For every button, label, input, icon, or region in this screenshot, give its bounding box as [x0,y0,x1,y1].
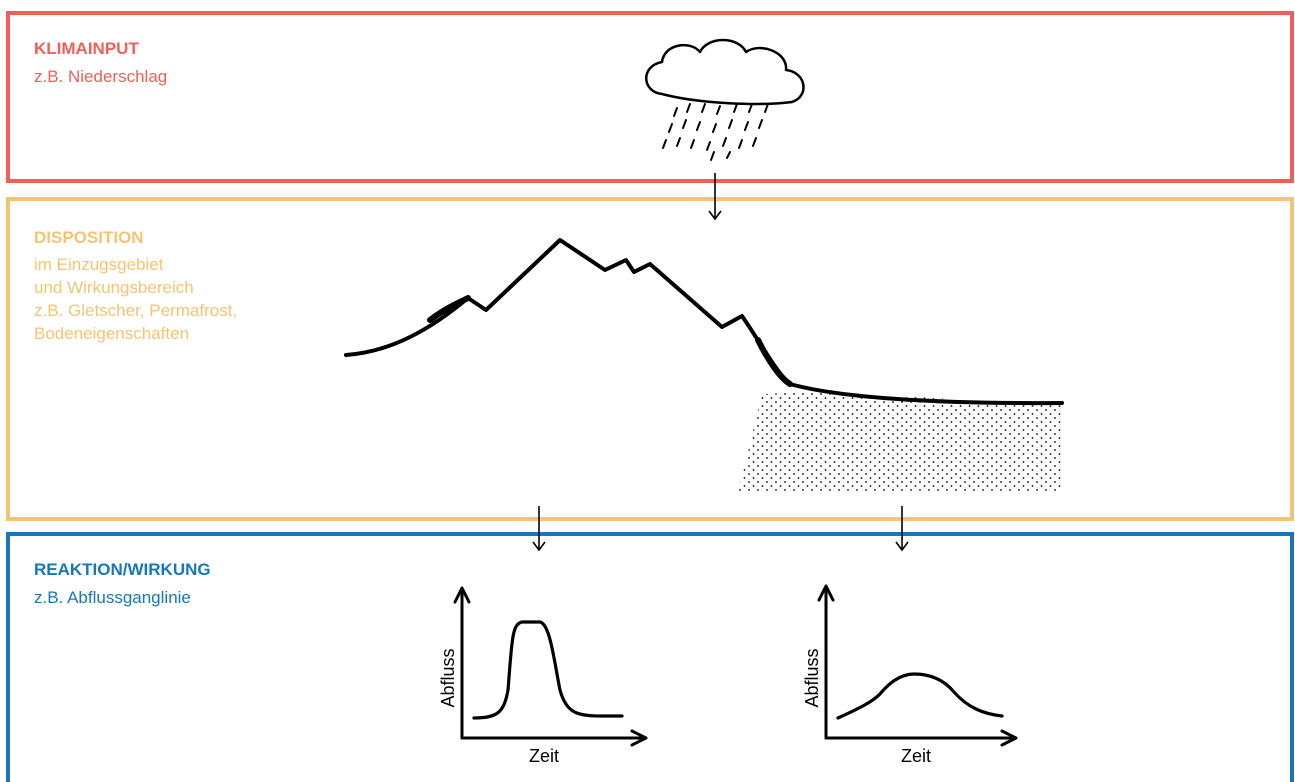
disposition-panel: DISPOSITION im Einzugsgebiet und Wirkung… [6,197,1294,521]
reaction-title: REAKTION/WIRKUNG [34,560,211,579]
climate-title: KLIMAINPUT [34,39,139,58]
reaction-panel: REAKTION/WIRKUNG z.B. Abflussganglinie [6,532,1294,782]
climate-subtitle: z.B. Niederschlag [34,67,168,86]
disposition-line-4: Bodeneigenschaften [34,324,190,343]
disposition-line-3: z.B. Gletscher, Permafrost, [34,301,238,320]
reaction-subtitle: z.B. Abflussganglinie [34,588,191,607]
disposition-line-1: im Einzugsgebiet [34,255,164,274]
climate-input-panel: KLIMAINPUT z.B. Niederschlag [6,11,1294,183]
disposition-title: DISPOSITION [34,228,144,247]
disposition-line-2: und Wirkungsbereich [34,278,194,297]
